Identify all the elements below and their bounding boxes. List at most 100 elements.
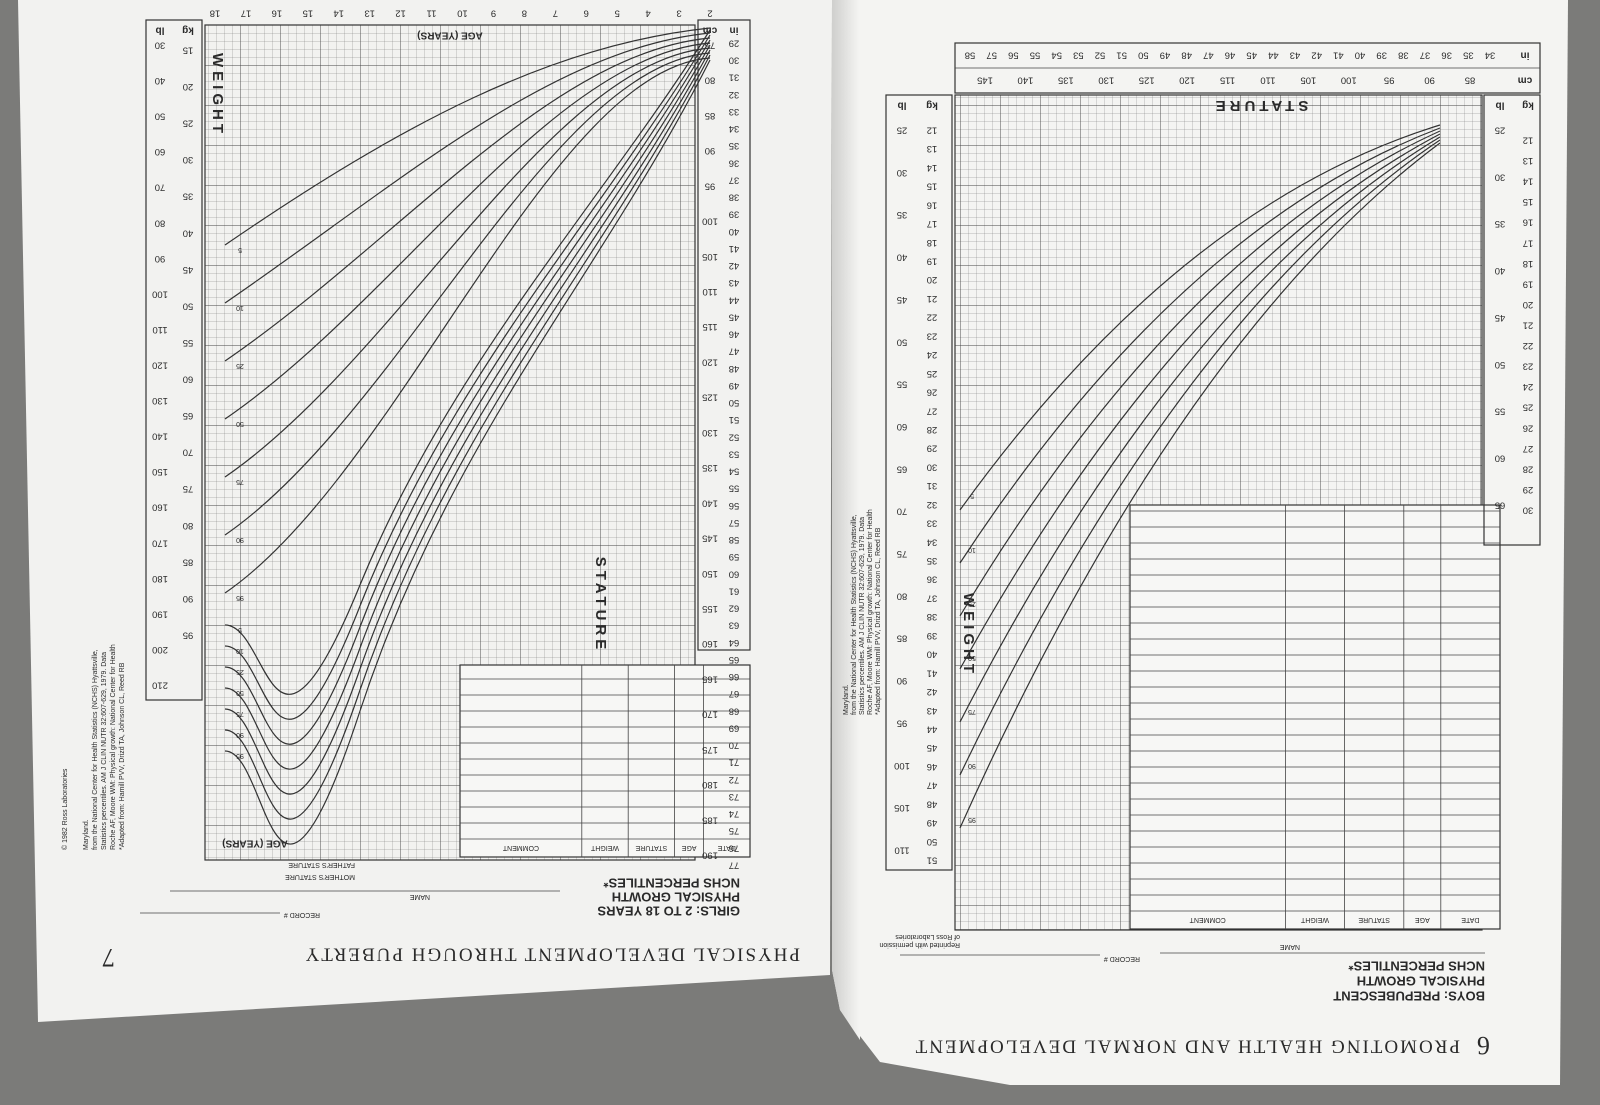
weight-lb-tick: 130 bbox=[152, 395, 168, 406]
weight-kg-tick: 55 bbox=[183, 337, 194, 348]
stature-cm-tick: 175 bbox=[702, 744, 718, 755]
stature-in-tick: 41 bbox=[729, 243, 740, 254]
percentile-label: 75 bbox=[968, 708, 976, 715]
unit-label: lb bbox=[1496, 99, 1505, 110]
weight-lb-tick: 70 bbox=[897, 506, 908, 517]
stature-in-tick: 29 bbox=[729, 37, 740, 48]
stature-cm-tick: 85 bbox=[1465, 74, 1476, 85]
stature-curve bbox=[224, 59, 711, 845]
stature-in-tick: 67 bbox=[729, 688, 740, 699]
axis-label: AGE (YEARS) bbox=[222, 837, 288, 848]
stature-curve bbox=[224, 49, 711, 795]
footnote: Roche AF, Moore WM: Physical growth: Nat… bbox=[110, 644, 117, 850]
weight-kg-tick: 49 bbox=[927, 817, 938, 828]
weight-curve bbox=[224, 37, 711, 362]
scale-frame bbox=[885, 94, 953, 871]
weight-kg-tick: 29 bbox=[1523, 484, 1534, 495]
footnote: Maryland. bbox=[843, 684, 850, 715]
chart-title: PHYSICAL GROWTH bbox=[612, 890, 740, 905]
stature-cm-tick: 140 bbox=[1017, 74, 1033, 85]
percentile-label: 90 bbox=[236, 731, 244, 738]
weight-lb-tick: 25 bbox=[897, 124, 908, 135]
weight-lb-tick: 60 bbox=[155, 146, 166, 157]
stature-in-tick: 63 bbox=[729, 620, 740, 631]
stature-in-tick: 39 bbox=[729, 209, 740, 220]
stature-in-tick: 45 bbox=[1246, 49, 1257, 60]
stature-in-tick: 57 bbox=[729, 517, 740, 528]
stature-in-tick: 61 bbox=[729, 585, 740, 596]
percentile-label: 90 bbox=[968, 762, 976, 769]
weight-lb-tick: 65 bbox=[1495, 499, 1506, 510]
column-header: DATE bbox=[717, 844, 735, 851]
unit-label: cm bbox=[1518, 74, 1533, 85]
column-header: COMMENT bbox=[1189, 916, 1226, 923]
weight-kg-tick: 14 bbox=[927, 162, 938, 173]
stature-cm-tick: 85 bbox=[705, 110, 716, 121]
stature-in-tick: 48 bbox=[1181, 49, 1192, 60]
percentile-label: 50 bbox=[968, 654, 976, 661]
stature-in-tick: 32 bbox=[729, 89, 740, 100]
stature-cm-tick: 105 bbox=[1300, 74, 1316, 85]
stature-curve bbox=[224, 29, 711, 695]
weight-kg-tick: 47 bbox=[927, 780, 938, 791]
stature-curve bbox=[224, 39, 711, 745]
stature-in-tick: 51 bbox=[729, 414, 740, 425]
stature-cm-tick: 115 bbox=[1220, 74, 1235, 85]
weight-kg-tick: 31 bbox=[927, 480, 938, 491]
percentile-curve bbox=[959, 136, 1441, 723]
stature-in-tick: 47 bbox=[1203, 49, 1214, 60]
column-header: AGE bbox=[1415, 916, 1430, 923]
percentile-label: 10 bbox=[968, 546, 976, 553]
weight-kg-tick: 13 bbox=[1523, 155, 1534, 166]
column-header: STATURE bbox=[1358, 916, 1390, 923]
axis-label: WEIGHT bbox=[960, 593, 977, 677]
weight-lb-tick: 90 bbox=[897, 675, 908, 686]
weight-kg-tick: 21 bbox=[1523, 319, 1534, 330]
stature-in-tick: 52 bbox=[729, 431, 740, 442]
stature-curve bbox=[224, 44, 711, 770]
stature-cm-tick: 190 bbox=[702, 849, 718, 860]
weight-kg-tick: 22 bbox=[1523, 340, 1534, 351]
weight-lb-tick: 40 bbox=[897, 252, 908, 263]
stature-in-tick: 49 bbox=[1160, 49, 1171, 60]
stature-cm-tick: 160 bbox=[702, 638, 718, 649]
footnote: *Adapted from: Hamill PVV, Drizd TA, Joh… bbox=[119, 662, 126, 850]
age-tick: 3 bbox=[676, 7, 681, 18]
unit-label: in bbox=[1521, 49, 1530, 60]
weight-kg-tick: 23 bbox=[927, 330, 938, 341]
weight-curve bbox=[224, 27, 711, 246]
weight-kg-tick: 26 bbox=[1523, 422, 1534, 433]
stature-in-tick: 31 bbox=[729, 72, 740, 83]
weight-kg-tick: 12 bbox=[927, 124, 938, 135]
stature-curve bbox=[224, 34, 711, 720]
percentile-label: 5 bbox=[970, 492, 974, 499]
chart-title: BOYS: PREPUBESCENT bbox=[1333, 989, 1485, 1004]
stature-in-tick: 47 bbox=[729, 346, 740, 357]
stature-in-tick: 45 bbox=[729, 311, 740, 322]
weight-kg-tick: 16 bbox=[927, 199, 938, 210]
weight-kg-tick: 21 bbox=[927, 293, 938, 304]
weight-kg-tick: 25 bbox=[1523, 402, 1534, 413]
stature-cm-tick: 110 bbox=[702, 286, 717, 297]
weight-lb-tick: 70 bbox=[155, 182, 166, 193]
stature-in-tick: 37 bbox=[1420, 49, 1431, 60]
stature-in-tick: 76 bbox=[729, 842, 740, 853]
running-head: PROMOTING HEALTH AND NORMAL DEVELOPMENT bbox=[914, 1036, 1460, 1057]
age-tick: 2 bbox=[707, 7, 712, 18]
weight-lb-tick: 110 bbox=[894, 844, 909, 855]
mothers-stature: MOTHER'S STATURE bbox=[285, 873, 355, 880]
weight-kg-tick: 26 bbox=[927, 387, 938, 398]
stature-in-tick: 37 bbox=[729, 174, 740, 185]
column-header: AGE bbox=[681, 844, 696, 851]
unit-label: kg bbox=[1522, 99, 1534, 110]
stature-in-tick: 50 bbox=[1138, 49, 1149, 60]
stature-in-tick: 40 bbox=[729, 226, 740, 237]
weight-kg-tick: 25 bbox=[183, 118, 194, 129]
stature-in-tick: 53 bbox=[729, 448, 740, 459]
age-tick: 10 bbox=[457, 7, 468, 18]
weight-kg-tick: 12 bbox=[1523, 134, 1534, 145]
weight-lb-tick: 55 bbox=[897, 379, 908, 390]
weight-lb-tick: 110 bbox=[152, 324, 167, 335]
age-tick: 13 bbox=[364, 7, 375, 18]
